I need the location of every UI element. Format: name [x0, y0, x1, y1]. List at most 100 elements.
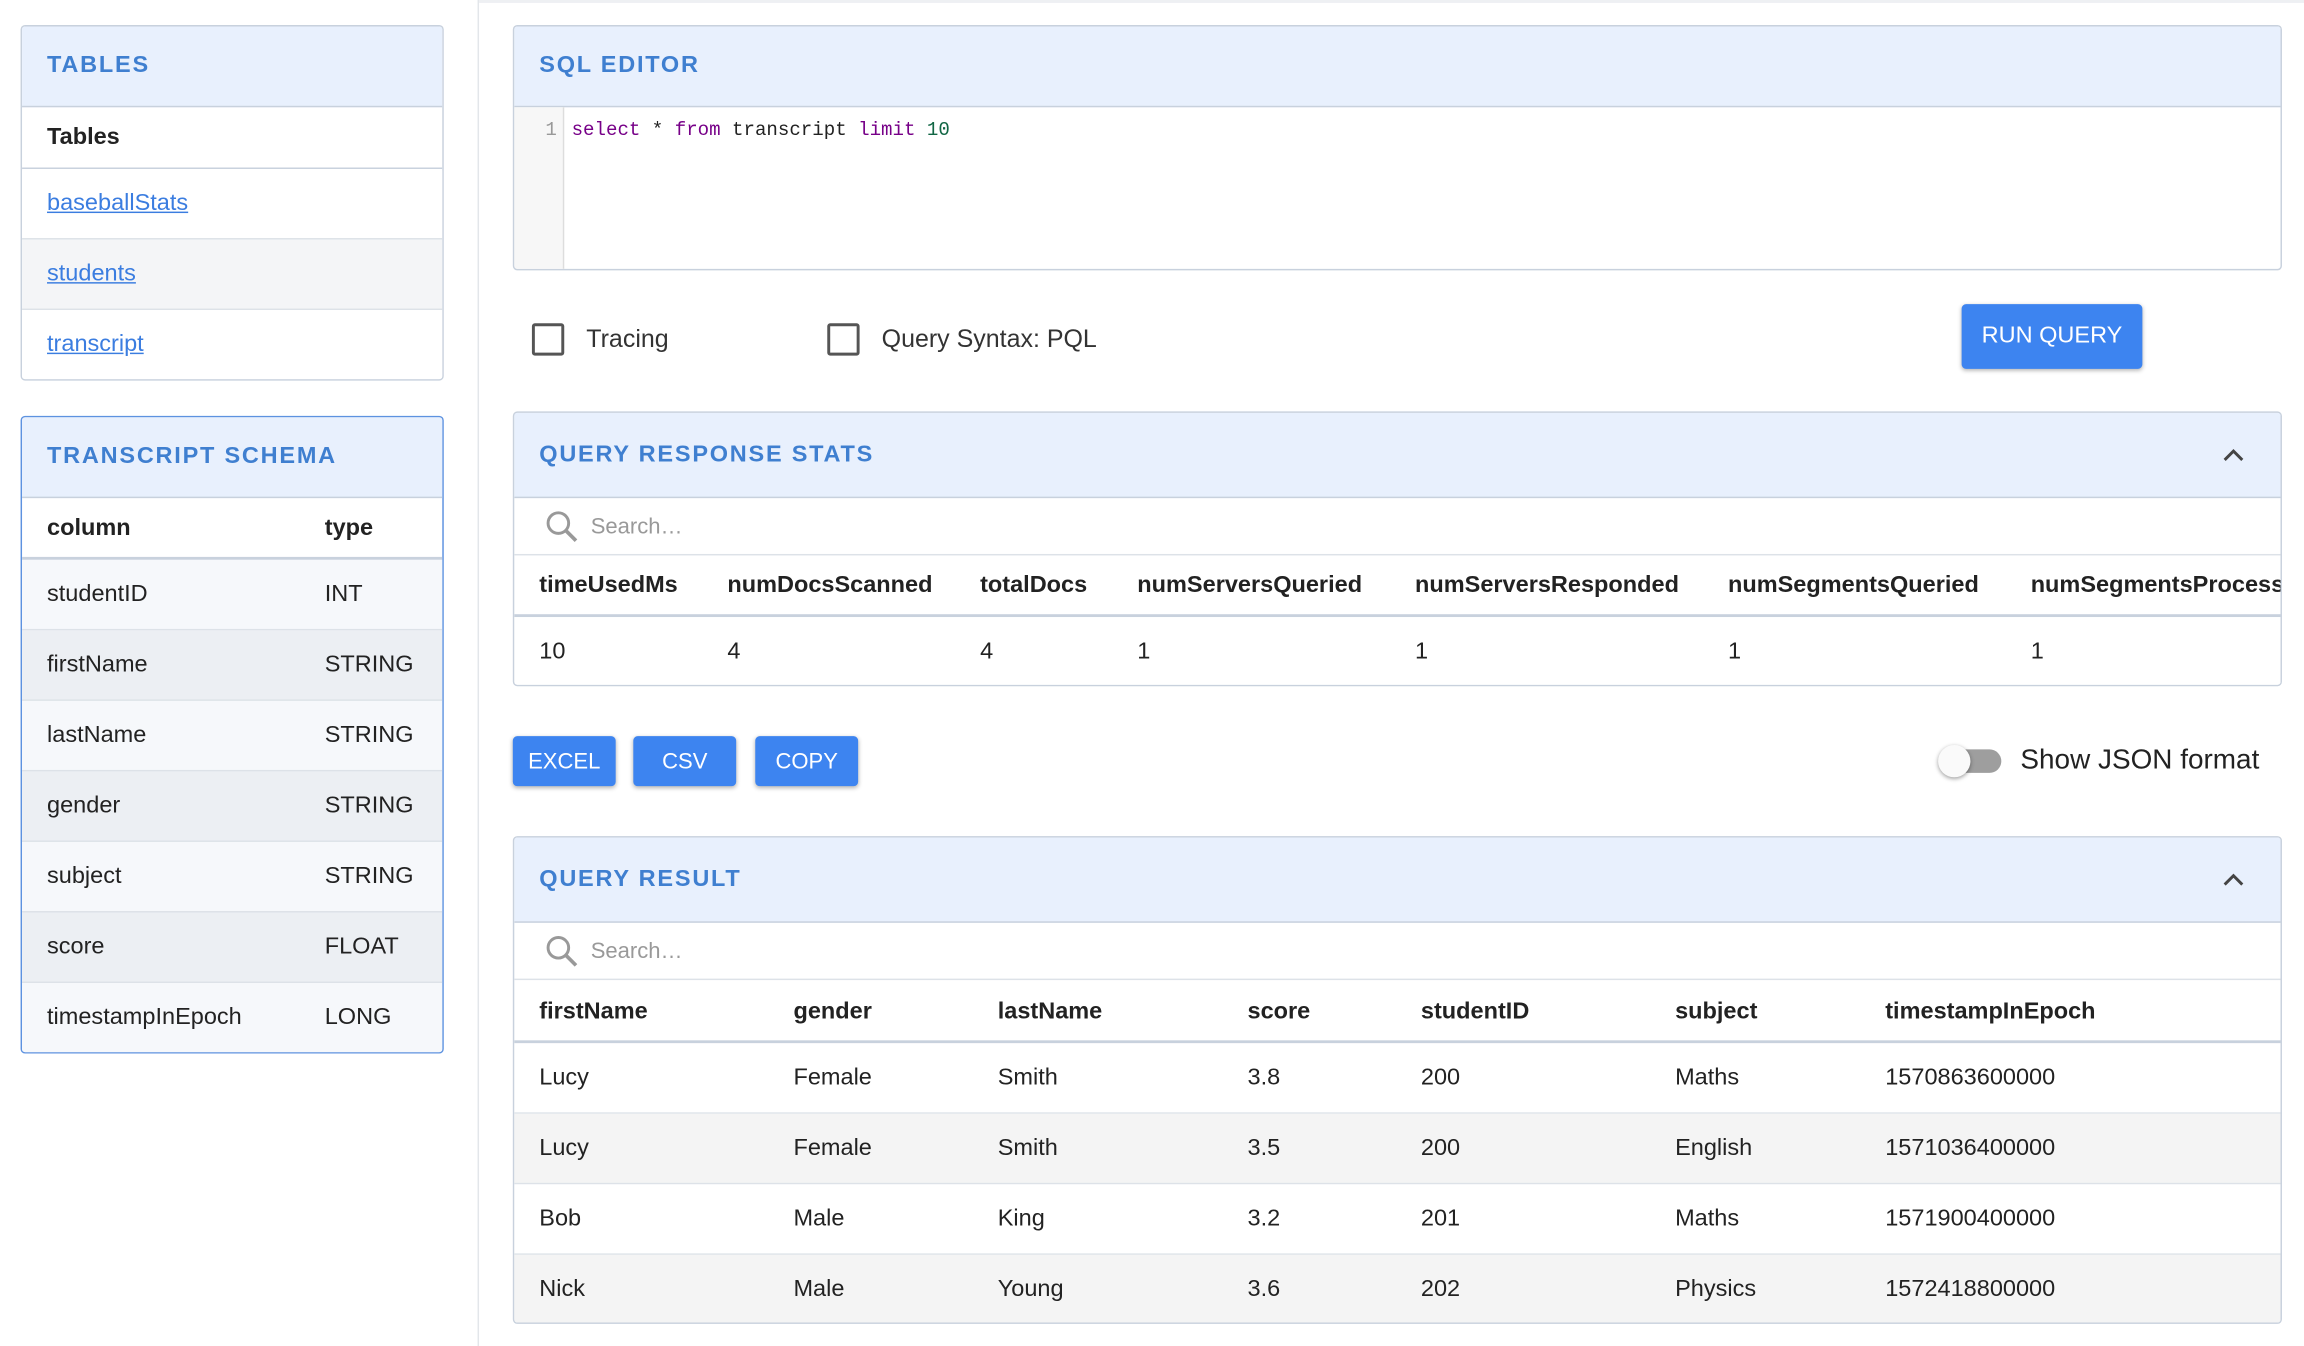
- schema-cell: INT: [325, 560, 363, 631]
- schema-cell: studentID: [47, 560, 148, 631]
- table-header: Tables: [47, 107, 120, 169]
- table-cell: 3.6: [1248, 1255, 1281, 1324]
- table-cell: Young: [998, 1255, 1064, 1324]
- checkbox-label: Query Syntax: PQL: [882, 320, 1097, 358]
- table-cell: Maths: [1675, 1043, 1739, 1114]
- column-header: gender: [793, 980, 871, 1043]
- chevron-icon: [2219, 868, 2248, 892]
- editor-gutter: 1: [514, 107, 564, 269]
- table-cell: 3.8: [1248, 1043, 1281, 1114]
- schema-cell: STRING: [325, 630, 414, 701]
- table-cell: Physics: [1675, 1255, 1756, 1324]
- table-cell: 200: [1421, 1114, 1460, 1185]
- code-token[interactable]: transcript: [732, 119, 847, 141]
- export-button[interactable]: CSV: [633, 736, 736, 786]
- sidebar-divider: [478, 0, 479, 1346]
- schema-cell: score: [47, 912, 104, 983]
- table-row: LucyFemaleSmith3.8200Maths1570863600000: [514, 1043, 2280, 1114]
- column-header: totalDocs: [980, 555, 1087, 617]
- table-row: transcript: [22, 310, 442, 381]
- export-button[interactable]: EXCEL: [513, 736, 616, 786]
- code-token[interactable]: from: [675, 119, 721, 141]
- collapse-button[interactable]: [2219, 868, 2248, 892]
- table-cell: 200: [1421, 1043, 1460, 1114]
- checkbox[interactable]: [532, 323, 564, 355]
- column-header: firstName: [539, 980, 647, 1043]
- column-header: timestampInEpoch: [1885, 980, 2095, 1043]
- column-header: numSegmentsProcess: [2031, 555, 2282, 617]
- table-cell: 1: [2031, 617, 2044, 686]
- search-bar[interactable]: Search…: [514, 923, 2280, 980]
- schema-cell: STRING: [325, 701, 414, 772]
- schema-row: subjectSTRING: [22, 842, 442, 913]
- stats-panel: QUERY RESPONSE STATSSearch…timeUsedMsnum…: [513, 411, 2282, 686]
- table-link[interactable]: transcript: [47, 310, 144, 381]
- schema-cell: firstName: [47, 630, 148, 701]
- code-token[interactable]: 10: [927, 119, 950, 141]
- table-cell: Male: [793, 1184, 844, 1255]
- column-header: type: [325, 498, 373, 560]
- sql-editor-panel: SQL EDITOR1 select * from transcript limit 10: [513, 25, 2282, 270]
- column-header: lastName: [998, 980, 1103, 1043]
- schema-cell: STRING: [325, 842, 414, 913]
- schema-cell: timestampInEpoch: [47, 983, 242, 1054]
- column-header: column: [47, 498, 131, 560]
- table-cell: Smith: [998, 1114, 1058, 1185]
- search-bar[interactable]: Search…: [514, 498, 2280, 555]
- table-row: baseballStats: [22, 169, 442, 240]
- top-border: [479, 0, 2304, 3]
- table-cell: Bob: [539, 1184, 581, 1255]
- table-link[interactable]: baseballStats: [47, 169, 188, 240]
- json-toggle[interactable]: [1943, 749, 2002, 773]
- table-cell: 10: [539, 617, 565, 686]
- table-cell: 1572418800000: [1885, 1255, 2055, 1324]
- table-cell: 4: [727, 617, 740, 686]
- code-token[interactable]: limit: [858, 119, 915, 141]
- magnifier: [544, 933, 579, 968]
- table-cell: Lucy: [539, 1043, 589, 1114]
- table-cell: Smith: [998, 1043, 1058, 1114]
- schema-cell: FLOAT: [325, 912, 399, 983]
- table-row: BobMaleKing3.2201Maths1571900400000: [514, 1184, 2280, 1255]
- table-row: students: [22, 240, 442, 311]
- chevron-icon: [2219, 444, 2248, 468]
- column-header: numServersQueried: [1137, 555, 1362, 617]
- export-button[interactable]: COPY: [755, 736, 858, 786]
- panel-title: SQL EDITOR: [514, 26, 2280, 107]
- schema-panel: TRANSCRIPT SCHEMAcolumn type studentID INT f…: [21, 416, 444, 1054]
- run-query-button[interactable]: RUN QUERY: [1962, 304, 2143, 369]
- schema-cell: LONG: [325, 983, 392, 1054]
- panel-title: TABLES: [22, 26, 442, 107]
- code-token[interactable]: select: [572, 119, 641, 141]
- toggle-knob: [1938, 745, 1970, 777]
- panel-title: QUERY RESULT: [514, 838, 2280, 923]
- column-header: numDocsScanned: [727, 555, 932, 617]
- table-cell: 1571036400000: [1885, 1114, 2055, 1185]
- column-header: numServersResponded: [1415, 555, 1679, 617]
- table-cell: 201: [1421, 1184, 1460, 1255]
- schema-row: gender STRING: [22, 771, 442, 842]
- schema-row: studentID INT: [22, 560, 442, 631]
- table-row: NickMaleYoung3.6202Physics1572418800000: [514, 1255, 2280, 1324]
- table-link[interactable]: students: [47, 240, 136, 311]
- panel-title: TRANSCRIPT SCHEMA: [22, 417, 442, 498]
- schema-cell: STRING: [325, 771, 414, 842]
- table-cell: King: [998, 1184, 1045, 1255]
- table-cell: Nick: [539, 1255, 585, 1324]
- code-token[interactable]: *: [652, 119, 663, 141]
- table-header-row: timeUsedMsnumDocsScannedtotalDocsnumServ…: [514, 555, 2280, 617]
- table-cell: 1: [1415, 617, 1428, 686]
- schema-cell: gender: [47, 771, 120, 842]
- checkbox[interactable]: [827, 323, 859, 355]
- table-cell: Female: [793, 1043, 871, 1114]
- tables-panel: TABLESTablesbaseballStatsstudentstranscr…: [21, 25, 444, 381]
- table-cell: Lucy: [539, 1114, 589, 1185]
- table-cell: Female: [793, 1114, 871, 1185]
- table-row: LucyFemaleSmith3.5200English157103640000…: [514, 1114, 2280, 1185]
- search-placeholder: Search…: [591, 923, 683, 980]
- collapse-button[interactable]: [2219, 444, 2248, 468]
- table-cell: 1: [1728, 617, 1741, 686]
- search-icon: [544, 933, 579, 968]
